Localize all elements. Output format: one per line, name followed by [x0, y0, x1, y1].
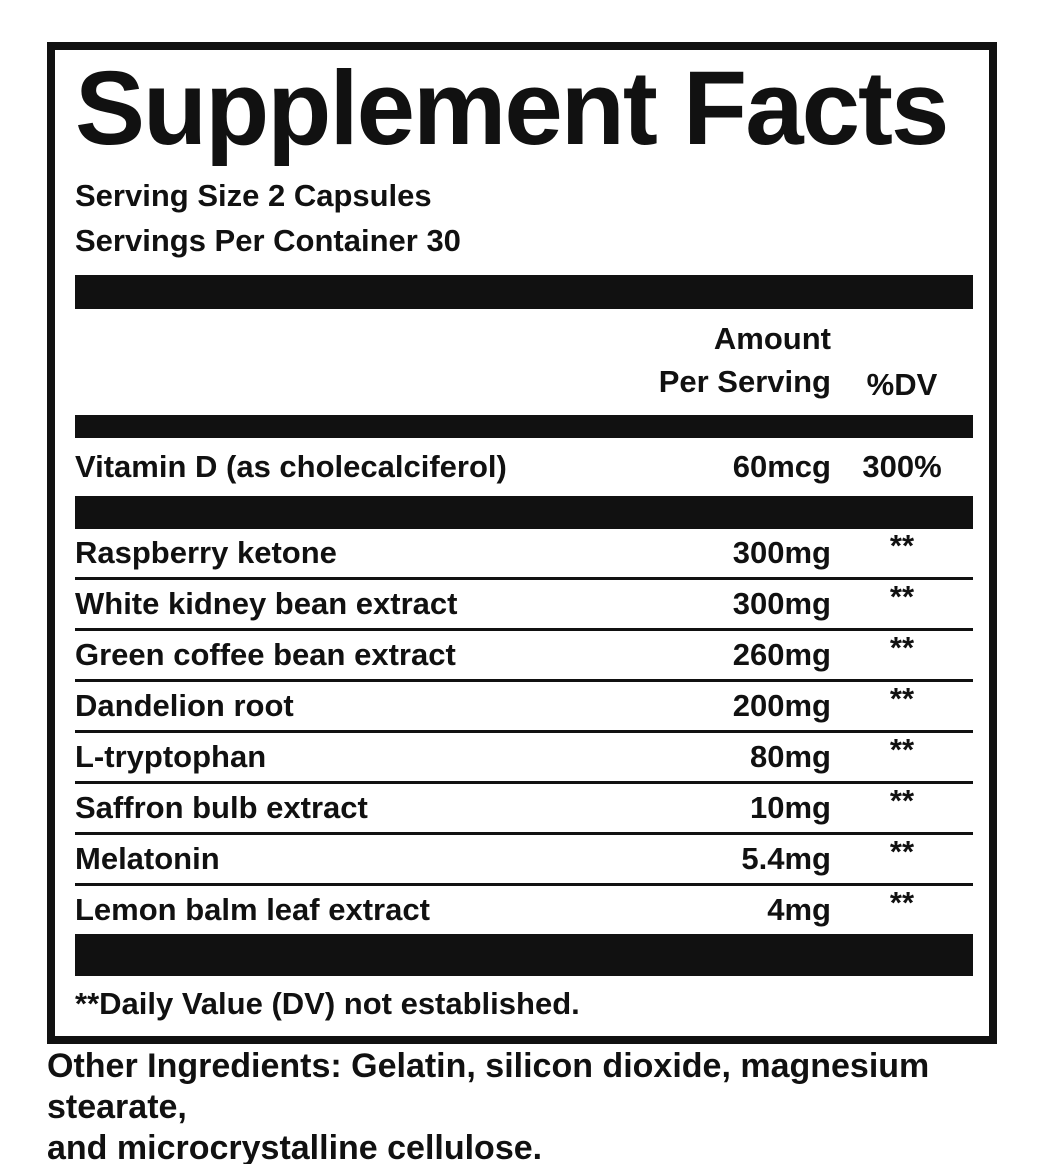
- column-header-row: Amount Per Serving %DV: [75, 309, 973, 415]
- table-row: Lemon balm leaf extract 4mg **: [75, 883, 973, 934]
- ingredient-name: L-tryptophan: [75, 739, 267, 774]
- ingredient-amount: 300mg: [732, 535, 831, 570]
- ingredient-name: Vitamin D (as cholecalciferol): [75, 449, 507, 484]
- ingredient-amount: 5.4mg: [741, 841, 831, 876]
- ingredient-dv: **: [889, 681, 915, 716]
- supplement-facts-panel: Supplement Facts Serving Size 2 Capsules…: [47, 42, 997, 1044]
- table-row: Raspberry ketone 300mg **: [75, 528, 973, 577]
- section-bar-bottom: [75, 934, 973, 976]
- ingredient-dv: **: [889, 528, 915, 563]
- ingredient-dv: **: [889, 630, 915, 665]
- amount-header-line1: Amount: [713, 321, 831, 356]
- daily-value-footnote: **Daily Value (DV) not established.: [75, 986, 580, 1021]
- ingredient-amount: 4mg: [767, 892, 831, 927]
- ingredient-amount: 10mg: [750, 790, 831, 825]
- amount-header-line2: Per Serving: [658, 364, 831, 399]
- ingredient-amount: 60mcg: [732, 449, 831, 484]
- ingredient-name: Raspberry ketone: [75, 535, 337, 570]
- table-row: L-tryptophan 80mg **: [75, 730, 973, 781]
- dv-column-header: %DV: [866, 367, 938, 402]
- ingredient-dv: **: [889, 732, 915, 767]
- section-bar-top: [75, 275, 973, 309]
- serving-size-text: Serving Size 2 Capsules: [75, 178, 432, 213]
- section-bar-header-divider: [75, 415, 973, 438]
- section-bar-middle: [75, 496, 973, 529]
- ingredient-name: Lemon balm leaf extract: [75, 892, 430, 927]
- table-row-vitamin-d: Vitamin D (as cholecalciferol) 60mcg 300…: [75, 438, 973, 496]
- ingredient-amount: 260mg: [732, 637, 831, 672]
- ingredient-rows: Raspberry ketone 300mg ** White kidney b…: [75, 528, 973, 934]
- ingredient-name: Green coffee bean extract: [75, 637, 456, 672]
- servings-per-container-text: Servings Per Container 30: [75, 223, 461, 258]
- ingredient-dv: 300%: [862, 449, 942, 484]
- panel-title: Supplement Facts: [75, 50, 949, 167]
- ingredient-dv: **: [889, 579, 915, 614]
- ingredient-name: Melatonin: [75, 841, 220, 876]
- ingredient-amount: 300mg: [732, 586, 831, 621]
- ingredient-amount: 200mg: [732, 688, 831, 723]
- other-ingredients-line2: and microcrystalline cellulose.: [47, 1129, 543, 1164]
- table-row: Melatonin 5.4mg **: [75, 832, 973, 883]
- table-row: Green coffee bean extract 260mg **: [75, 628, 973, 679]
- table-row: White kidney bean extract 300mg **: [75, 577, 973, 628]
- ingredient-amount: 80mg: [750, 739, 831, 774]
- serving-info: Serving Size 2 Capsules Servings Per Con…: [75, 173, 973, 263]
- ingredient-name: White kidney bean extract: [75, 586, 458, 621]
- table-row: Dandelion root 200mg **: [75, 679, 973, 730]
- ingredient-dv: **: [889, 885, 915, 920]
- other-ingredients-text: Other Ingredients: Gelatin, silicon diox…: [47, 1046, 1007, 1164]
- ingredient-name: Dandelion root: [75, 688, 294, 723]
- amount-column-header: Amount Per Serving: [659, 317, 831, 403]
- ingredient-dv: **: [889, 834, 915, 869]
- table-row: Saffron bulb extract 10mg **: [75, 781, 973, 832]
- ingredient-dv: **: [889, 783, 915, 818]
- ingredient-name: Saffron bulb extract: [75, 790, 368, 825]
- other-ingredients-line1: Other Ingredients: Gelatin, silicon diox…: [47, 1047, 930, 1126]
